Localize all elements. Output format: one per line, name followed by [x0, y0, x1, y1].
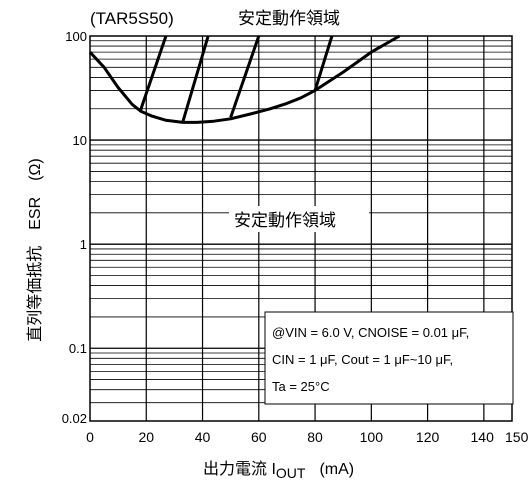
x-tick-label: 120	[416, 429, 440, 445]
x-tick-label: 60	[251, 429, 267, 445]
y-tick-label: 0.1	[69, 341, 87, 356]
annotation-line-1: @VIN = 6.0 V, CNOISE = 0.01 μF,	[272, 325, 469, 340]
hatch-line	[181, 35, 210, 123]
y-axis-label: 直列等価抵抗 ESR (Ω)	[26, 158, 44, 342]
hatch-lines	[139, 35, 334, 123]
x-tick-label: 140	[471, 429, 495, 445]
x-tick-label: 40	[195, 429, 211, 445]
chart-title-left: (TAR5S50)	[90, 9, 174, 28]
annotation-line-3: Ta = 25°C	[272, 379, 330, 394]
y-tick-label: 1	[80, 237, 87, 252]
x-tick-labels: 0 20 40 60 80 100 120 140 150	[86, 429, 528, 445]
x-tick-label: 0	[86, 429, 94, 445]
x-axis-label-unit: (mA)	[319, 461, 354, 478]
chart-title-right: 安定動作領域	[238, 9, 340, 28]
hatch-line	[229, 35, 261, 118]
annotation-box	[264, 311, 514, 405]
x-tick-label: 150	[505, 429, 529, 445]
x-axis-label-main: 出力電流 I	[203, 460, 276, 478]
y-tick-label: 0.02	[62, 411, 87, 426]
x-tick-label: 80	[307, 429, 323, 445]
x-tick-label: 20	[138, 429, 154, 445]
region-label: 安定動作領域	[234, 211, 336, 230]
y-tick-labels: 100 10 1 0.1 0.02	[62, 29, 87, 426]
y-tick-label: 10	[73, 133, 87, 148]
y-tick-label: 100	[65, 29, 87, 44]
x-axis-label: 出力電流 IOUT (mA)	[203, 460, 354, 481]
x-tick-label: 100	[360, 429, 384, 445]
minor-gridlines	[90, 40, 512, 404]
x-axis-label-sub: OUT	[276, 465, 306, 481]
plot-frame	[89, 35, 513, 422]
hatch-line	[313, 35, 334, 91]
annotation-line-2: CIN = 1 μF, Cout = 1 μF~10 μF,	[272, 352, 453, 367]
hatch-line	[139, 35, 168, 111]
region-label-bg	[229, 206, 369, 232]
